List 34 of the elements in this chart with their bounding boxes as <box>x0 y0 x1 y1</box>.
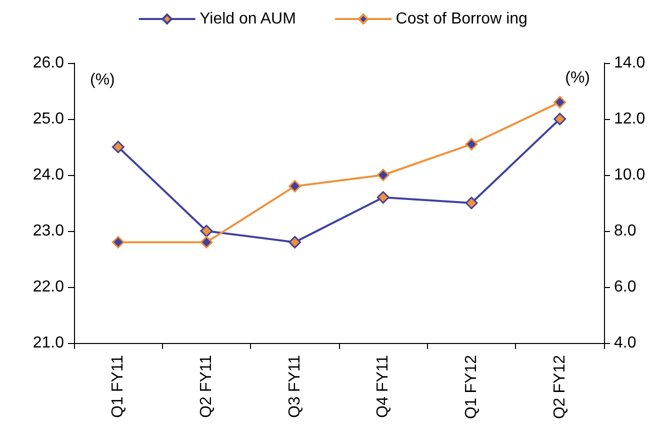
y-axis-title: (%) <box>90 72 115 88</box>
y-tick-label: 23.0 <box>32 222 64 240</box>
point <box>376 168 390 182</box>
point <box>288 236 302 248</box>
y2-tick-label: 6.0 <box>614 278 636 296</box>
point <box>554 96 566 108</box>
y2-axis-title: (%) <box>565 70 590 86</box>
x-tick-label: Q1 FY12 <box>463 354 480 420</box>
y-tick-label: 26.0 <box>32 54 64 72</box>
y2-tick-label: 10.0 <box>614 166 646 184</box>
y-tick-label: 22.0 <box>32 278 64 296</box>
point <box>554 112 566 126</box>
y-tick-label: 25.0 <box>32 110 64 128</box>
point <box>200 224 213 238</box>
legend-label: Yield on AUM <box>200 10 296 28</box>
y-tick-label: 21.0 <box>32 334 64 352</box>
x-tick-label: Q1 FY11 <box>110 354 127 418</box>
x-tick-label: Q3 FY11 <box>286 354 304 418</box>
y2-tick-label: 8.0 <box>614 222 636 240</box>
y2-tick-label: 14.0 <box>614 54 646 72</box>
point <box>465 138 478 150</box>
point <box>112 236 124 248</box>
point <box>288 180 302 192</box>
x-tick-label: Q2 FY11 <box>198 354 215 418</box>
y-tick-label: 24.0 <box>32 166 64 184</box>
point <box>376 191 390 204</box>
y2-tick-label: 12.0 <box>614 110 646 128</box>
legend-label: Cost of Borrow ing <box>396 10 528 28</box>
y2-tick-label: 4.0 <box>614 334 636 352</box>
point <box>465 196 478 210</box>
x-tick-label: Q2 FY12 <box>551 354 568 420</box>
x-tick-label: Q4 FY11 <box>374 354 392 418</box>
point <box>112 140 124 154</box>
point <box>200 236 213 248</box>
